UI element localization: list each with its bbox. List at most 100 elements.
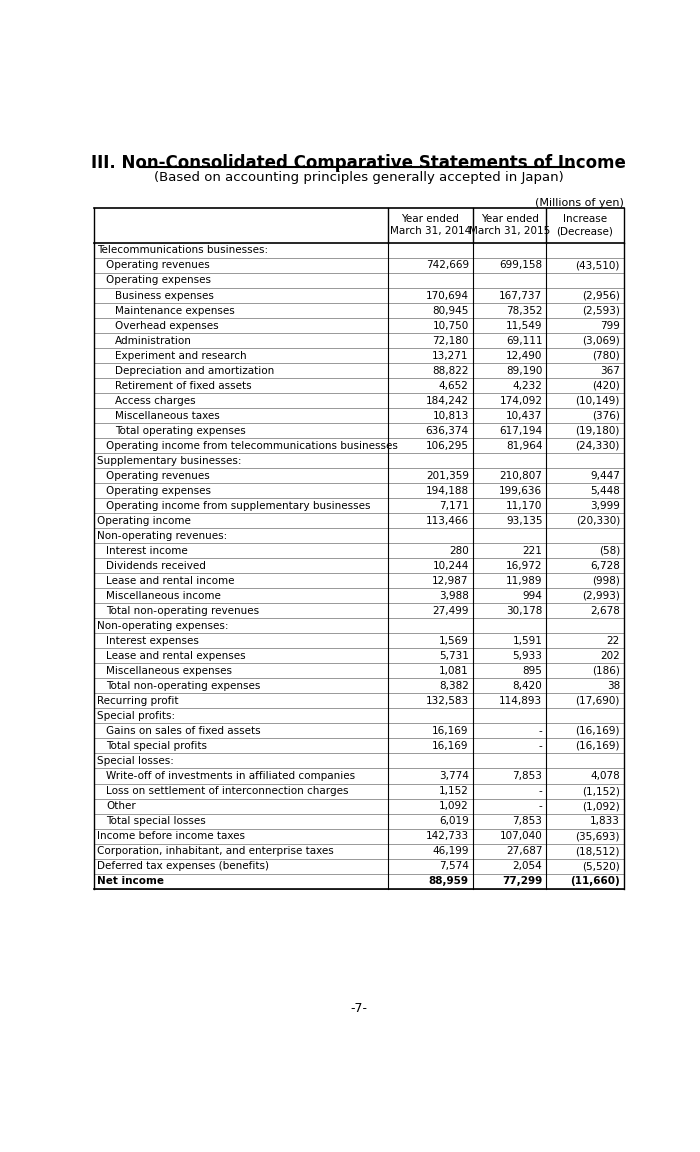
Text: (24,330): (24,330): [575, 441, 620, 450]
Text: 16,169: 16,169: [433, 741, 469, 751]
Text: (3,069): (3,069): [582, 335, 620, 346]
Text: Depreciation and amortization: Depreciation and amortization: [116, 365, 274, 376]
Text: (20,330): (20,330): [575, 516, 620, 525]
Text: -: -: [539, 801, 542, 811]
Text: 46,199: 46,199: [433, 846, 469, 856]
Text: 617,194: 617,194: [499, 425, 542, 435]
Text: Overhead expenses: Overhead expenses: [116, 320, 219, 331]
Text: Write-off of investments in affiliated companies: Write-off of investments in affiliated c…: [106, 771, 355, 781]
Text: Year ended
March 31, 2015: Year ended March 31, 2015: [469, 214, 550, 236]
Text: Miscellaneous taxes: Miscellaneous taxes: [116, 410, 220, 420]
Text: Total non-operating expenses: Total non-operating expenses: [106, 681, 260, 691]
Text: Non-operating expenses:: Non-operating expenses:: [97, 621, 228, 631]
Text: 1,152: 1,152: [439, 786, 469, 796]
Text: 38: 38: [607, 681, 620, 691]
Text: Operating income from telecommunications businesses: Operating income from telecommunications…: [106, 441, 398, 450]
Text: 113,466: 113,466: [426, 516, 469, 525]
Text: 1,081: 1,081: [439, 666, 469, 676]
Text: 1,092: 1,092: [439, 801, 469, 811]
Text: 7,574: 7,574: [439, 861, 469, 871]
Text: (18,512): (18,512): [575, 846, 620, 856]
Text: Loss on settlement of interconnection charges: Loss on settlement of interconnection ch…: [106, 786, 349, 796]
Text: Operating income from supplementary businesses: Operating income from supplementary busi…: [106, 501, 370, 510]
Text: 12,987: 12,987: [433, 576, 469, 586]
Text: 210,807: 210,807: [500, 471, 542, 480]
Text: 8,382: 8,382: [439, 681, 469, 691]
Text: 994: 994: [522, 591, 543, 601]
Text: 11,549: 11,549: [506, 320, 542, 331]
Text: 2,054: 2,054: [512, 861, 542, 871]
Text: 280: 280: [449, 546, 469, 555]
Text: 88,959: 88,959: [429, 877, 469, 886]
Text: 7,171: 7,171: [439, 501, 469, 510]
Text: Net income: Net income: [97, 877, 164, 886]
Text: 201,359: 201,359: [426, 471, 469, 480]
Text: (17,690): (17,690): [575, 696, 620, 706]
Text: (2,956): (2,956): [582, 290, 620, 301]
Text: Interest income: Interest income: [106, 546, 188, 555]
Text: 3,774: 3,774: [439, 771, 469, 781]
Text: 895: 895: [522, 666, 543, 676]
Text: 170,694: 170,694: [426, 290, 469, 301]
Text: Operating revenues: Operating revenues: [106, 471, 210, 480]
Text: 114,893: 114,893: [499, 696, 542, 706]
Text: 202: 202: [600, 651, 620, 661]
Text: 799: 799: [600, 320, 620, 331]
Text: Operating expenses: Operating expenses: [106, 275, 211, 286]
Text: 13,271: 13,271: [433, 350, 469, 361]
Text: (Millions of yen): (Millions of yen): [535, 198, 624, 209]
Text: 11,170: 11,170: [506, 501, 542, 510]
Text: 132,583: 132,583: [426, 696, 469, 706]
Text: (1,152): (1,152): [582, 786, 620, 796]
Text: 167,737: 167,737: [499, 290, 542, 301]
Text: 10,750: 10,750: [433, 320, 469, 331]
Text: 107,040: 107,040: [500, 831, 542, 841]
Text: (16,169): (16,169): [575, 726, 620, 736]
Text: (58): (58): [598, 546, 620, 555]
Text: Interest expenses: Interest expenses: [106, 636, 199, 646]
Text: Operating expenses: Operating expenses: [106, 486, 211, 495]
Text: 199,636: 199,636: [499, 486, 542, 495]
Text: Dividends received: Dividends received: [106, 561, 206, 570]
Text: Business expenses: Business expenses: [116, 290, 214, 301]
Text: (780): (780): [592, 350, 620, 361]
Text: 10,813: 10,813: [433, 410, 469, 420]
Text: 27,687: 27,687: [506, 846, 542, 856]
Text: Total operating expenses: Total operating expenses: [116, 425, 246, 435]
Text: (43,510): (43,510): [575, 260, 620, 271]
Text: 5,448: 5,448: [590, 486, 620, 495]
Text: (19,180): (19,180): [575, 425, 620, 435]
Text: (1,092): (1,092): [582, 801, 620, 811]
Text: 16,972: 16,972: [506, 561, 542, 570]
Text: 10,437: 10,437: [506, 410, 542, 420]
Text: 12,490: 12,490: [506, 350, 542, 361]
Text: 184,242: 184,242: [426, 395, 469, 406]
Text: 6,019: 6,019: [439, 816, 469, 826]
Text: 72,180: 72,180: [433, 335, 469, 346]
Text: Corporation, inhabitant, and enterprise taxes: Corporation, inhabitant, and enterprise …: [97, 846, 334, 856]
Text: 7,853: 7,853: [512, 816, 542, 826]
Text: 30,178: 30,178: [506, 606, 542, 616]
Text: 10,244: 10,244: [433, 561, 469, 570]
Text: 9,447: 9,447: [590, 471, 620, 480]
Text: 4,078: 4,078: [590, 771, 620, 781]
Text: 367: 367: [600, 365, 620, 376]
Text: (5,520): (5,520): [582, 861, 620, 871]
Text: Increase
(Decrease): Increase (Decrease): [556, 214, 613, 236]
Text: Other: Other: [106, 801, 136, 811]
Text: -: -: [539, 741, 542, 751]
Text: 81,964: 81,964: [506, 441, 542, 450]
Text: 27,499: 27,499: [433, 606, 469, 616]
Text: 7,853: 7,853: [512, 771, 542, 781]
Text: Maintenance expenses: Maintenance expenses: [116, 305, 235, 316]
Text: Experiment and research: Experiment and research: [116, 350, 247, 361]
Text: 93,135: 93,135: [506, 516, 542, 525]
Text: Special losses:: Special losses:: [97, 756, 174, 766]
Text: 142,733: 142,733: [426, 831, 469, 841]
Text: 4,652: 4,652: [439, 380, 469, 391]
Text: 88,822: 88,822: [433, 365, 469, 376]
Text: 1,591: 1,591: [512, 636, 542, 646]
Text: -7-: -7-: [350, 1001, 368, 1015]
Text: 106,295: 106,295: [426, 441, 469, 450]
Text: Miscellaneous expenses: Miscellaneous expenses: [106, 666, 232, 676]
